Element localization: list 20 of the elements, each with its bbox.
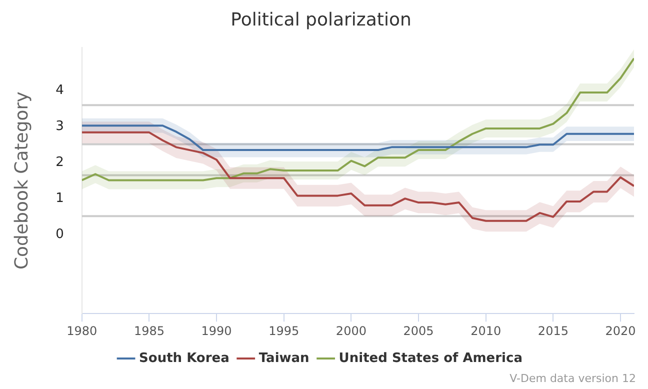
y-tick-label: 3 (56, 119, 64, 134)
y-tick-label: 0 (56, 226, 64, 242)
x-tick-label: 1995 (268, 324, 300, 338)
x-tick-label: 2000 (336, 324, 366, 338)
x-tick-label: 2020 (605, 324, 636, 338)
x-tick-label: 1990 (201, 324, 232, 338)
x-tick-label: 1985 (134, 324, 164, 338)
legend-label: South Korea (139, 350, 230, 366)
legend-label: United States of America (338, 350, 522, 366)
x-tick-label: 2015 (538, 324, 568, 338)
y-tick-label: 2 (56, 155, 64, 170)
y-axis-title: Codebook Category (11, 91, 32, 270)
text: V-Dem data version 12 (510, 372, 636, 385)
chart-title: Political polarization (230, 9, 412, 30)
x-tick-label: 2010 (470, 324, 502, 338)
y-tick-label: 1 (56, 190, 64, 206)
y-tick-label: 4 (56, 83, 64, 98)
x-tick-label: 2005 (403, 324, 434, 338)
x-tick-label: 1980 (66, 324, 98, 338)
legend-label: Taiwan (258, 350, 310, 366)
